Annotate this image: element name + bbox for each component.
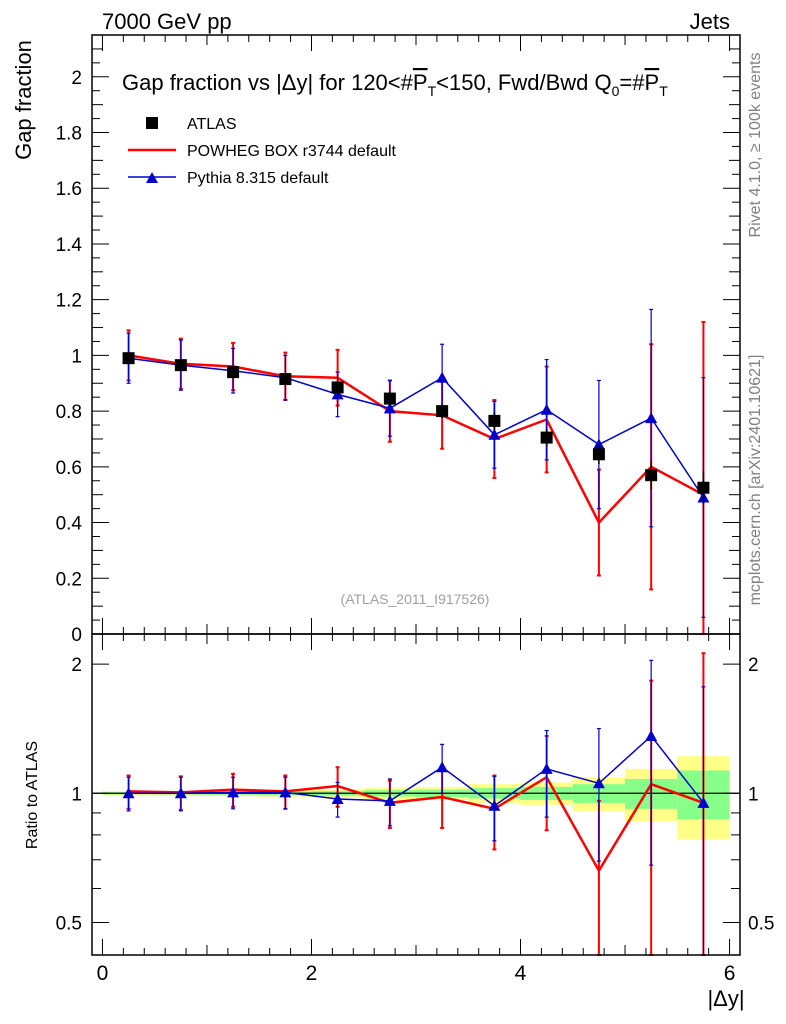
- main-y-tick-label-7: 1.4: [56, 235, 83, 256]
- rivet-label: Rivet 4.1.0, ≥ 100k events: [747, 53, 764, 238]
- atlas-point-5: [383, 392, 396, 405]
- ratio-pythia-point-11: [697, 796, 710, 808]
- pythia-line: [128, 357, 705, 498]
- x-axis-label: |Δy|: [707, 986, 744, 1011]
- ratio-series: [122, 652, 710, 956]
- main-series: [122, 308, 710, 635]
- ratio-pythia-line: [128, 734, 704, 807]
- ratio-pythia-point-1: [174, 787, 187, 799]
- main-y-tick-label-0: 0: [71, 625, 82, 646]
- legend-pythia-label: Pythia 8.315 default: [187, 170, 329, 187]
- atlas-point-1: [174, 359, 187, 372]
- ratio-pythia-point-5: [383, 794, 396, 806]
- main-y-tick-label-8: 1.6: [56, 179, 82, 200]
- atlas-point-9: [592, 448, 605, 461]
- atlas-point-6: [436, 405, 449, 418]
- ratio-pythia-point-10: [645, 729, 658, 741]
- ratio-y-axis-label: Ratio to ATLAS: [24, 741, 41, 849]
- ratio-pythia-point-0: [122, 787, 135, 799]
- atlas-point-3: [279, 373, 292, 386]
- ratio-pythia-point-7: [488, 799, 501, 811]
- ratio-y-tick-label-left-2: 2: [71, 655, 82, 676]
- x-tick-label-2: 4: [515, 962, 527, 985]
- ratio-pythia-point-6: [436, 761, 449, 773]
- pythia-point-10: [645, 412, 658, 424]
- pythia-point-6: [436, 371, 449, 383]
- analysis-label: (ATLAS_2011_I917526): [341, 591, 490, 607]
- main-y-tick-label-5: 1: [71, 346, 82, 367]
- atlas-point-11: [697, 481, 710, 494]
- ratio-pythia-point-9: [592, 777, 605, 789]
- ratio-uncertainty-bands: [102, 756, 730, 840]
- atlas-point-0: [122, 352, 135, 365]
- ratio-y-tick-label-left-0: 0.5: [56, 913, 82, 934]
- x-tick-label-1: 2: [306, 962, 318, 985]
- legend-atlas-marker: [146, 117, 158, 129]
- legend-powheg-label: POWHEG BOX r3744 default: [187, 143, 397, 160]
- pythia-point-4: [331, 388, 344, 400]
- ratio-pythia-point-3: [279, 786, 292, 798]
- x-tick-label-3: 6: [724, 962, 736, 985]
- main-y-tick-label-9: 1.8: [56, 124, 82, 145]
- ratio-powheg-line: [128, 775, 704, 874]
- ratio-y-tick-label-left-1: 1: [71, 784, 82, 805]
- main-y-tick-label-4: 0.8: [56, 402, 82, 423]
- mcplots-label: mcplots.cern.ch [arXiv:2401.10621]: [747, 355, 764, 606]
- atlas-point-4: [331, 381, 344, 394]
- ratio-y-tick-label-right-2: 2: [748, 655, 759, 676]
- main-y-tick-label-6: 1.2: [56, 291, 82, 312]
- pythia-point-7: [488, 428, 501, 440]
- ratio-pythia-point-2: [227, 786, 240, 798]
- x-tick-label-0: 0: [97, 962, 109, 985]
- ratio-y-tick-label-right-0: 0.5: [748, 913, 774, 934]
- plot-title: Gap fraction vs |Δy| for 120<#PT<150, Fw…: [122, 70, 668, 99]
- atlas-point-7: [488, 414, 501, 427]
- atlas-point-8: [540, 431, 553, 444]
- powheg-line: [128, 354, 704, 525]
- legend-pythia-marker: [146, 172, 158, 183]
- pythia-point-5: [383, 402, 396, 414]
- axis-ticks: 0 2 4 6 0 0.2 0.4 0.6 0.8 1 1.2 1.4 1.6 1.8 2 0.5 0.5 1 1 2…: [56, 34, 774, 985]
- atlas-point-10: [645, 469, 658, 482]
- energy-label: 7000 GeV pp: [102, 9, 232, 34]
- ratio-pythia-point-4: [331, 792, 344, 804]
- ratio-y-tick-label-right-1: 1: [748, 784, 759, 805]
- pythia-point-9: [592, 438, 605, 450]
- main-y-tick-label-3: 0.6: [56, 458, 82, 479]
- ratio-pythia-point-8: [540, 762, 553, 774]
- main-y-tick-label-1: 0.2: [56, 569, 82, 590]
- jets-label: Jets: [690, 9, 730, 34]
- main-y-tick-label-10: 2: [71, 68, 82, 89]
- legend: ATLAS POWHEG BOX r3744 default Pythia 8.…: [128, 116, 397, 187]
- atlas-point-2: [227, 366, 240, 379]
- pythia-point-8: [540, 403, 553, 415]
- main-y-axis-label: Gap fraction: [11, 40, 36, 160]
- legend-atlas-label: ATLAS: [187, 116, 237, 133]
- main-y-tick-label-2: 0.4: [56, 514, 83, 535]
